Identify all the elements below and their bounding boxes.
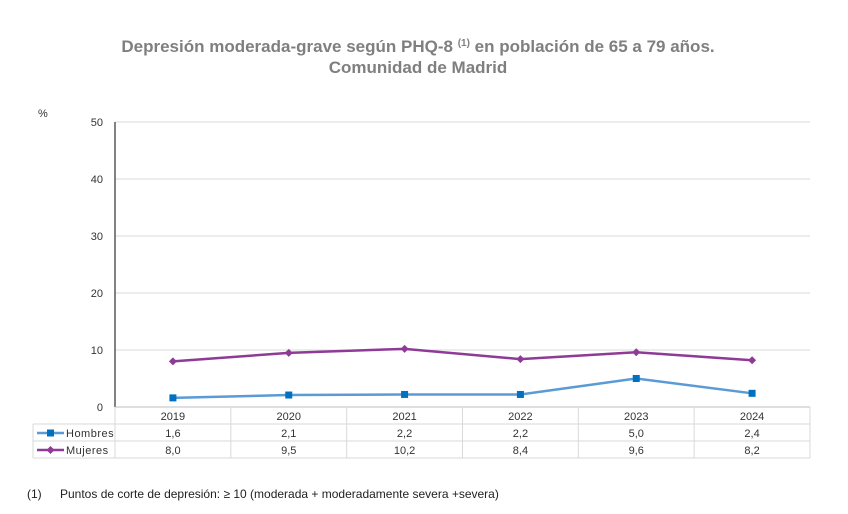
x-tick-label: 2019 [161, 411, 185, 423]
table-cell: 2,2 [397, 428, 412, 440]
x-tick-label: 2021 [392, 411, 416, 423]
data-point-mujeres [516, 355, 525, 364]
title-superscript: (1) [457, 38, 470, 49]
y-tick-label: 20 [91, 288, 103, 300]
table-cell: 2,4 [744, 428, 759, 440]
y-tick-label: 0 [97, 402, 103, 414]
data-point-hombres [748, 389, 756, 397]
table-cell: 9,6 [629, 445, 644, 457]
legend-label-hombres: Hombres [66, 428, 114, 440]
legend-marker-diamond-icon [46, 446, 55, 454]
y-tick-label: 30 [91, 231, 103, 243]
chart-title: Depresión moderada-grave según PHQ-8 (1)… [0, 33, 836, 78]
table-cell: 1,6 [165, 428, 180, 440]
series-line-hombres [172, 377, 753, 400]
legend-marker-square-icon [47, 429, 54, 437]
plot-area: % 0 10 20 30 40 50 2019 2020 2021 2022 2023 2024 Hom… [32, 108, 811, 459]
chart-subtitle: Comunidad de Madrid [328, 58, 508, 77]
x-tick-label: 2023 [624, 411, 648, 423]
table-cell: 2,1 [281, 428, 296, 440]
table-cell: 8,0 [165, 445, 180, 457]
data-point-mujeres [748, 356, 757, 365]
table-cell: 2,2 [513, 428, 528, 440]
data-point-mujeres [284, 348, 293, 357]
y-tick-label: 10 [91, 345, 103, 357]
table-cell: 5,0 [629, 428, 644, 440]
footnote-number: (1) [27, 487, 42, 501]
data-point-mujeres [632, 348, 641, 357]
data-point-mujeres [168, 357, 177, 366]
legend-label-mujeres: Mujeres [66, 445, 109, 457]
x-tick-label: 2020 [277, 411, 301, 423]
x-tick-label: 2024 [740, 411, 764, 423]
data-point-mujeres [400, 344, 409, 353]
title-rest: en población de 65 a 79 años. [474, 37, 715, 56]
title-main: Depresión moderada-grave según PHQ-8 [121, 37, 453, 56]
x-tick-label: 2022 [508, 411, 532, 423]
footnote-text: Puntos de corte de depresión: ≥ 10 (mode… [60, 487, 499, 501]
footnote: (1) Puntos de corte de depresión: ≥ 10 (m… [27, 487, 499, 501]
y-tick-label: 40 [91, 174, 103, 186]
data-point-hombres [516, 390, 524, 398]
y-tick-label: 50 [91, 117, 103, 129]
table-cell: 8,2 [744, 445, 759, 457]
data-point-hombres [401, 390, 409, 398]
table-cell: 10,2 [394, 445, 415, 457]
series-line-mujeres [172, 347, 753, 363]
table-cell: 9,5 [281, 445, 296, 457]
data-point-hombres [632, 375, 640, 382]
data-point-hombres [285, 391, 293, 399]
y-axis-label: % [38, 108, 48, 120]
data-point-hombres [169, 394, 177, 402]
table-cell: 8,4 [513, 445, 528, 457]
